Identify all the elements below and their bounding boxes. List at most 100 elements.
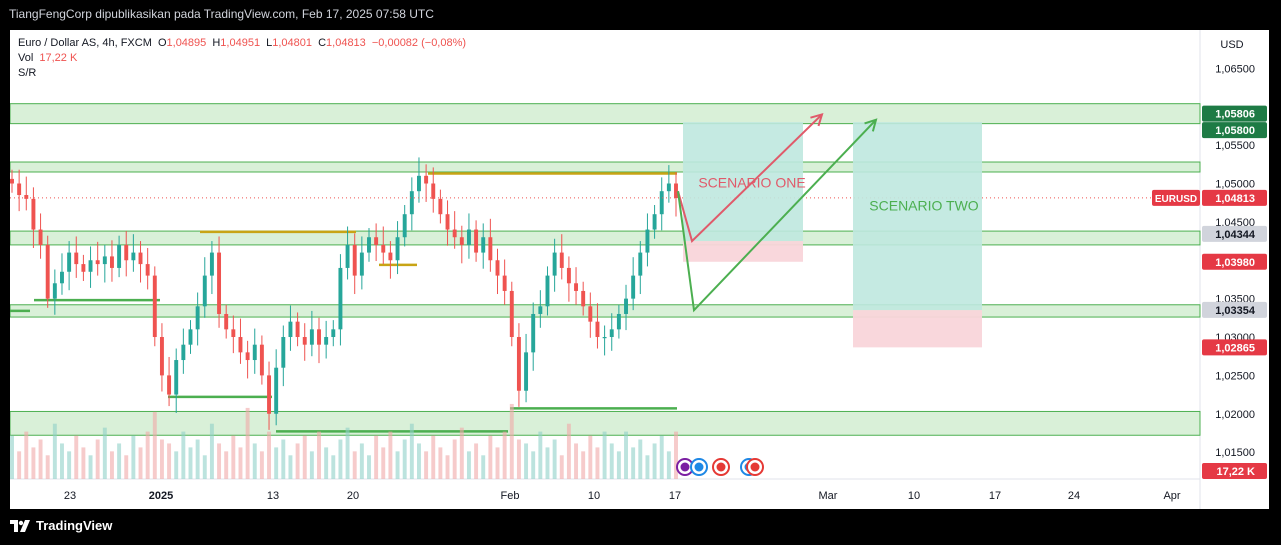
price-badge-label: 1,04813	[1215, 193, 1255, 205]
x-tick-label: Apr	[1163, 490, 1180, 502]
legend-symbol: Euro / Dollar AS, 4h, FXCM	[18, 37, 152, 49]
volume-bar	[109, 451, 114, 479]
volume-bar	[352, 451, 357, 479]
tradingview-brand[interactable]: TradingView	[10, 518, 112, 533]
volume-bar	[402, 439, 407, 479]
sr-zone-3	[10, 304, 1201, 318]
x-tick-label: 10	[908, 490, 920, 502]
candle-body	[317, 329, 321, 345]
candle-body	[502, 275, 507, 291]
legend-low-label: L	[266, 37, 273, 49]
volume-bar	[302, 435, 307, 479]
legend-indicator[interactable]: S/R	[18, 67, 37, 79]
volume-bar	[345, 427, 350, 479]
volume-bar	[466, 451, 471, 479]
event-flag-dot	[750, 462, 760, 472]
legend-open: 1,04895	[166, 37, 207, 49]
volume-bar	[659, 435, 664, 479]
candle-body	[516, 337, 521, 391]
candle-body	[417, 175, 421, 192]
volume-bar	[174, 451, 179, 479]
volume-bar	[516, 439, 521, 479]
candle-body	[195, 306, 200, 330]
currency-label: USD	[1220, 39, 1243, 51]
volume-bar	[409, 423, 414, 479]
legend-low: 1,04801	[272, 37, 313, 49]
candle-body	[24, 195, 29, 199]
x-tick-label: 24	[1068, 490, 1080, 502]
candle-body	[309, 329, 314, 345]
volume-bar	[231, 435, 236, 479]
volume-bar	[195, 439, 200, 479]
volume-bar	[474, 443, 479, 479]
volume-bar	[324, 447, 329, 479]
header-bar: TiangFengCorp dipublikasikan pada Tradin…	[0, 0, 1281, 30]
candle-body	[574, 283, 579, 291]
volume-bar	[445, 455, 450, 479]
event-flag-dot	[716, 462, 726, 472]
candle-body	[374, 237, 379, 245]
legend-vol-label: Vol	[18, 52, 34, 64]
price-chart[interactable]: USD SCENARIO ONE SCENARIO TWO 1,06500 1,0550…	[10, 30, 1269, 509]
price-badge-label: 1,03354	[1215, 305, 1256, 317]
candle-body	[659, 191, 664, 215]
candle-body	[224, 313, 229, 330]
legend-change: −0,00082 (−0,08%)	[371, 37, 467, 49]
candle-body	[538, 306, 543, 314]
sr-zone-0	[10, 103, 1201, 125]
candle-body	[666, 183, 671, 192]
candle-body	[345, 244, 350, 268]
legend-high-label: H	[212, 37, 221, 49]
chart-frame[interactable]: USD SCENARIO ONE SCENARIO TWO 1,06500 1,0550…	[10, 30, 1269, 509]
candle-body	[545, 275, 550, 307]
volume-bar	[566, 423, 571, 479]
candle-body	[245, 352, 250, 361]
volume-bar	[631, 447, 636, 479]
candle-body	[259, 344, 264, 376]
volume-bar	[531, 451, 536, 479]
volume-bar	[545, 447, 550, 479]
volume-bar	[581, 451, 586, 479]
candle-body	[159, 337, 164, 376]
volume-bar	[495, 447, 500, 479]
volume-bar	[281, 439, 286, 479]
scenario-two-arrow	[677, 119, 877, 313]
volume-bar	[538, 431, 543, 479]
volume-bar	[524, 443, 529, 479]
publish-info: TiangFengCorp dipublikasikan pada Tradin…	[9, 7, 434, 21]
volume-bar	[202, 455, 207, 479]
sr-zone-1	[10, 161, 1201, 173]
candle-body	[117, 244, 122, 268]
candle-body	[338, 267, 343, 330]
volume-bar	[67, 451, 72, 479]
volume-bar	[74, 435, 79, 479]
volume-bar	[424, 451, 429, 479]
candle-body	[167, 375, 172, 395]
candle-body	[509, 290, 514, 338]
volume-bar	[602, 431, 607, 479]
candle-body	[616, 313, 621, 330]
candle-body	[252, 344, 257, 361]
event-flag-dot	[680, 462, 690, 472]
candle-body	[474, 229, 479, 253]
candle-body	[352, 244, 357, 276]
brand-name: TradingView	[36, 518, 113, 533]
scenario-two-target-box	[853, 122, 982, 311]
y-tick-label: 1,06500	[1215, 63, 1255, 75]
candle-body	[238, 337, 243, 353]
volume-bar	[609, 443, 614, 479]
volume-bar	[338, 439, 343, 479]
candle-body	[588, 306, 593, 322]
volume-bar	[295, 443, 300, 479]
candle-body	[466, 229, 471, 245]
candle-body	[67, 252, 72, 272]
volume-bar	[624, 431, 628, 479]
x-tick-label: Mar	[819, 490, 838, 502]
candle-body	[17, 183, 22, 196]
scenario-two-arrow-head	[864, 118, 878, 132]
candle-body	[495, 260, 500, 276]
candle-body	[95, 260, 100, 265]
volume-bar	[645, 455, 650, 479]
volume-bar	[259, 451, 264, 479]
candle-body	[60, 271, 64, 284]
